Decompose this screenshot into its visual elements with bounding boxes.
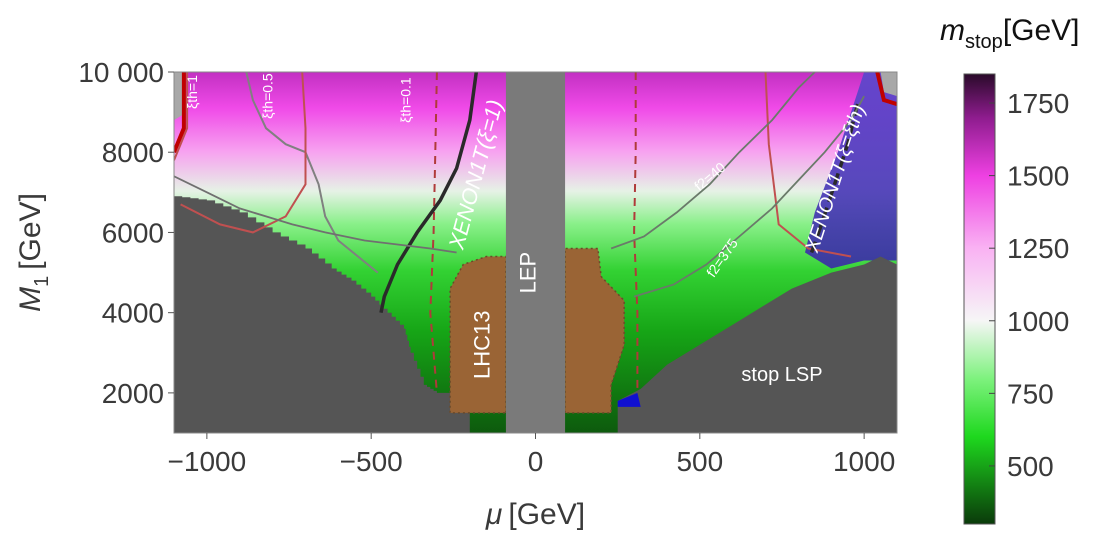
x-tick-label: −500 [340, 446, 403, 477]
contour-red-left [180, 72, 307, 234]
xenon-right-excluded-region [805, 72, 897, 269]
x-axis-unit: [GeV] [508, 498, 585, 531]
y-axis-subscript: 1 [31, 276, 53, 287]
colorbar-title-symbol: m [940, 14, 965, 47]
contour-xi-0.5 [245, 72, 379, 274]
y-axis-symbol: M [14, 287, 47, 312]
y-tick-label: 8000 [102, 137, 164, 168]
contour-xi-0.1-left [429, 72, 438, 393]
y-axis-title: M1 [GeV] [14, 193, 53, 312]
contour-f2-40 [610, 72, 816, 250]
contour-f2-375 [633, 95, 865, 298]
contour-red-edge-left [174, 72, 186, 153]
colorbar-tick-label: 1750 [1007, 88, 1069, 119]
contour-red-edge-right [875, 72, 897, 107]
x-axis: −1000 −500 0 500 1000 [168, 433, 895, 477]
lhc13-region-right [564, 247, 625, 414]
y-tick-label: 10 000 [78, 57, 164, 88]
xi-1-label: ξth=1 [184, 75, 200, 109]
colorbar [963, 73, 996, 525]
x-tick-label: 0 [528, 446, 544, 477]
lhc13-label: LHC13 [469, 311, 494, 379]
colorbar-title: mstop[GeV] [940, 14, 1080, 53]
small-blue-patch [617, 392, 641, 407]
colorbar-ticks: 500 750 1000 1250 1500 1750 [989, 88, 1069, 482]
xi-0.1-label: ξth=0.1 [398, 77, 414, 123]
colorbar-title-unit: [GeV] [1003, 14, 1080, 47]
xi-0.5-label: ξth=0.5 [260, 73, 276, 119]
colorbar-title-subscript: stop [965, 31, 1003, 53]
y-axis: 2000 4000 6000 8000 10 000 [78, 57, 174, 409]
colorbar-tick-label: 500 [1007, 451, 1054, 482]
colorbar-tick-label: 1000 [1007, 306, 1069, 337]
heatmap-layer: stop LSP LEP LHC13 XENON1T(ξ=1) XENON1T(… [174, 72, 897, 433]
xenon-right-line [809, 103, 860, 254]
colorbar-tick-label: 750 [1007, 378, 1054, 409]
stop-lsp-label: stop LSP [741, 364, 822, 386]
y-tick-label: 6000 [102, 217, 164, 248]
contour-red-right [764, 72, 852, 258]
colorbar-tick-label: 1250 [1007, 233, 1069, 264]
y-axis-unit: [GeV] [14, 193, 47, 270]
lep-band [505, 72, 566, 433]
lep-label: LEP [516, 252, 541, 294]
colorbar-tick-label: 1500 [1007, 161, 1069, 192]
x-axis-title: μ [GeV] [485, 498, 585, 531]
y-tick-label: 4000 [102, 298, 164, 329]
xenon-left-line [379, 72, 479, 314]
x-axis-symbol: μ [485, 498, 502, 531]
lhc13-region-left [449, 255, 507, 414]
contour-xi-1 [174, 72, 189, 161]
x-tick-label: −1000 [168, 446, 247, 477]
contour-xi-0.1-right [633, 72, 639, 393]
x-tick-label: 1000 [833, 446, 895, 477]
x-tick-label: 500 [676, 446, 723, 477]
stop-lsp-region [174, 196, 897, 433]
y-tick-label: 2000 [102, 378, 164, 409]
contour-grey-left [174, 175, 457, 254]
excluded-corner-right [880, 72, 897, 97]
